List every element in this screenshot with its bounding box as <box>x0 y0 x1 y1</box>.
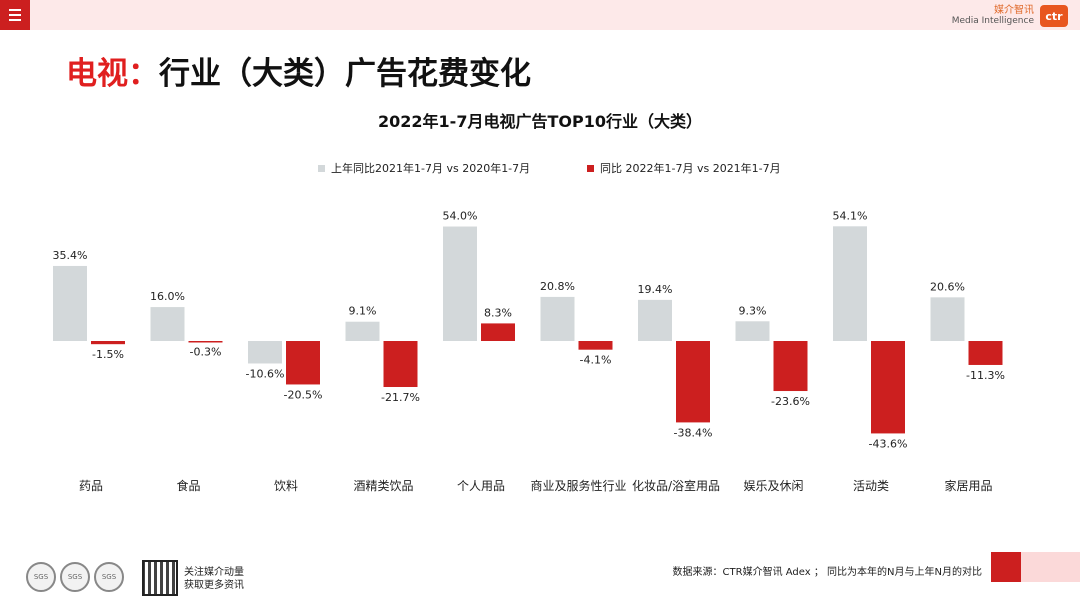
legend-item-current-year: 同比 2022年1-7月 vs 2021年1-7月 <box>587 160 781 176</box>
chart-legend: 上年同比2021年1-7月 vs 2020年1-7月 同比 2022年1-7月 … <box>0 160 1080 178</box>
data-label-current-7: -23.6% <box>771 395 810 408</box>
sgs-badge-icon: SGS <box>94 562 124 592</box>
category-label-1: 食品 <box>176 478 200 493</box>
follow-line-1: 关注媒介动量 <box>184 567 244 578</box>
bar-current-6 <box>676 341 710 423</box>
data-label-current-5: -4.1% <box>580 354 612 367</box>
category-label-0: 药品 <box>79 479 103 493</box>
category-label-8: 活动类 <box>853 479 889 493</box>
bar-current-2 <box>286 341 320 385</box>
sgs-badge-icon: SGS <box>60 562 90 592</box>
category-label-6: 化妆品/浴室用品 <box>632 478 720 493</box>
bar-prior-2 <box>248 341 282 364</box>
page-title: 电视：行业（大类）广告花费变化 <box>66 48 531 93</box>
bar-prior-0 <box>53 265 87 341</box>
menu-icon <box>9 9 21 11</box>
ctr-logo: ctr <box>1040 5 1068 27</box>
bar-prior-4 <box>443 226 477 341</box>
bar-current-9 <box>968 341 1003 365</box>
category-label-3: 酒精类饮品 <box>353 479 413 493</box>
data-label-current-4: 8.3% <box>484 306 512 319</box>
bar-prior-3 <box>345 321 380 341</box>
data-label-prior-1: 16.0% <box>150 290 185 303</box>
footer-pink-block <box>1021 552 1080 582</box>
legend-item-prior-year: 上年同比2021年1-7月 vs 2020年1-7月 <box>318 160 530 176</box>
data-label-current-9: -11.3% <box>966 369 1005 382</box>
legend-label-prior: 上年同比2021年1-7月 vs 2020年1-7月 <box>331 162 531 175</box>
bar-current-7 <box>773 341 808 392</box>
footer-accent-block <box>991 552 1021 582</box>
bar-current-5 <box>578 341 613 350</box>
bar-current-0 <box>91 341 125 345</box>
data-label-current-1: -0.3% <box>190 346 222 359</box>
data-label-current-3: -21.7% <box>381 391 420 404</box>
data-label-prior-2: -10.6% <box>246 367 285 380</box>
brand-name-cn: 媒介智讯 <box>994 5 1034 16</box>
sgs-certifications: SGS SGS SGS <box>26 562 124 592</box>
bar-current-1 <box>188 341 223 343</box>
chart-title: 2022年1-7月电视广告TOP10行业（大类） <box>378 112 702 131</box>
data-label-current-2: -20.5% <box>284 388 323 401</box>
page-title-accent: 电视： <box>66 56 159 92</box>
category-label-4: 个人用品 <box>457 479 505 493</box>
data-label-current-6: -38.4% <box>674 426 713 439</box>
bar-prior-1 <box>150 307 185 341</box>
data-label-current-0: -1.5% <box>92 348 124 361</box>
bar-current-4 <box>481 323 515 341</box>
sgs-badge-icon: SGS <box>26 562 56 592</box>
brand-name-en: Media Intelligence <box>951 16 1034 26</box>
data-label-current-8: -43.6% <box>869 437 908 450</box>
data-label-prior-5: 20.8% <box>540 280 575 293</box>
menu-button[interactable] <box>0 0 30 30</box>
bar-prior-8 <box>833 226 867 341</box>
data-label-prior-7: 9.3% <box>739 304 767 317</box>
data-label-prior-4: 54.0% <box>443 210 478 223</box>
page-title-main: 行业（大类）广告花费变化 <box>159 56 531 92</box>
bar-prior-6 <box>638 299 672 341</box>
bar-prior-5 <box>540 296 575 341</box>
follow-text: 关注媒介动量 获取更多资讯 <box>184 566 244 592</box>
data-label-prior-8: 54.1% <box>833 209 868 222</box>
bar-prior-7 <box>735 321 770 341</box>
bar-current-3 <box>383 341 418 388</box>
data-label-prior-0: 35.4% <box>53 249 88 262</box>
data-label-prior-9: 20.6% <box>930 280 965 293</box>
category-label-7: 娱乐及休闲 <box>743 479 803 493</box>
data-label-prior-6: 19.4% <box>638 283 673 296</box>
bar-current-8 <box>871 341 905 434</box>
data-label-prior-3: 9.1% <box>349 305 377 318</box>
legend-swatch-current <box>587 164 594 172</box>
legend-label-current: 同比 2022年1-7月 vs 2021年1-7月 <box>600 162 781 175</box>
qr-code-icon <box>142 560 178 596</box>
category-label-5: 商业及服务性行业 <box>530 478 626 493</box>
follow-line-2: 获取更多资讯 <box>184 580 244 591</box>
bar-prior-9 <box>930 297 965 341</box>
data-source-note: 数据来源：CTR媒介智讯 Adex ； 同比为本年的N月与上年N月的对比 <box>672 567 982 578</box>
brand: 媒介智讯 Media Intelligence ctr <box>952 3 1068 29</box>
legend-swatch-prior <box>318 164 325 172</box>
category-label-2: 饮料 <box>274 479 298 493</box>
top-bar <box>0 0 1080 30</box>
category-label-9: 家居用品 <box>944 478 992 493</box>
